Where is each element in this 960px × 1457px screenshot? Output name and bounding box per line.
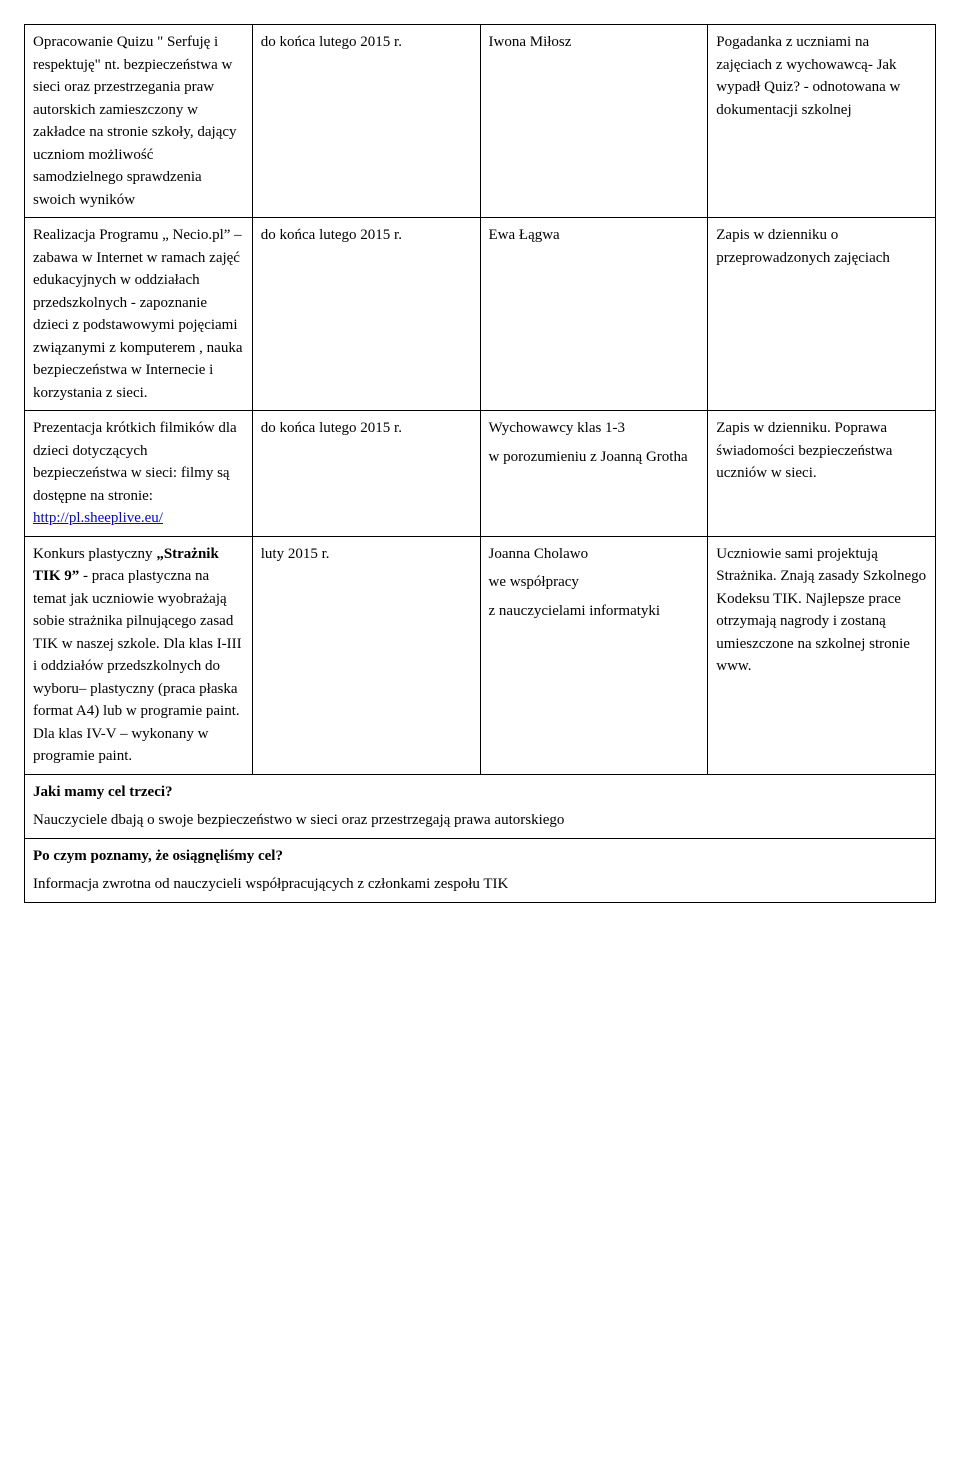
cell-outcome: Pogadanka z uczniami na zajęciach z wych… (708, 25, 936, 218)
cell-outcome: Uczniowie sami projektują Strażnika. Zna… (708, 536, 936, 774)
cell-text: Wychowawcy klas 1-3 (489, 417, 700, 440)
section-row: Jaki mamy cel trzeci? Nauczyciele dbają … (25, 774, 936, 838)
cell-text: z nauczycielami informatyki (489, 600, 700, 623)
table-row: Opracowanie Quizu " Serfuję i respektuję… (25, 25, 936, 218)
cell-outcome: Zapis w dzienniku. Poprawa świadomości b… (708, 411, 936, 537)
sheeplive-link[interactable]: http://pl.sheeplive.eu/ (33, 510, 163, 526)
table-row: Prezentacja krótkich filmików dla dzieci… (25, 411, 936, 537)
cell-activity: Prezentacja krótkich filmików dla dzieci… (25, 411, 253, 537)
cell-activity: Realizacja Programu „ Necio.pl” – zabawa… (25, 218, 253, 411)
section-cell: Jaki mamy cel trzeci? Nauczyciele dbają … (25, 774, 936, 838)
section-heading: Jaki mamy cel trzeci? (33, 781, 927, 804)
cell-activity: Konkurs plastyczny „Strażnik TIK 9” - pr… (25, 536, 253, 774)
cell-outcome: Zapis w dzienniku o przeprowadzonych zaj… (708, 218, 936, 411)
section-text: Informacja zwrotna od nauczycieli współp… (33, 873, 927, 896)
plan-table: Opracowanie Quizu " Serfuję i respektuję… (24, 24, 936, 903)
cell-deadline: do końca lutego 2015 r. (252, 411, 480, 537)
cell-text: Prezentacja krótkich filmików dla dzieci… (33, 420, 237, 504)
section-cell: Po czym poznamy, że osiągnęliśmy cel? In… (25, 838, 936, 902)
cell-text: w porozumieniu z Joanną Grotha (489, 446, 700, 469)
cell-deadline: luty 2015 r. (252, 536, 480, 774)
cell-deadline: do końca lutego 2015 r. (252, 25, 480, 218)
cell-responsible: Wychowawcy klas 1-3 w porozumieniu z Joa… (480, 411, 708, 537)
section-heading: Po czym poznamy, że osiągnęliśmy cel? (33, 845, 927, 868)
cell-responsible: Iwona Miłosz (480, 25, 708, 218)
cell-responsible: Ewa Łągwa (480, 218, 708, 411)
cell-activity: Opracowanie Quizu " Serfuję i respektuję… (25, 25, 253, 218)
table-row: Realizacja Programu „ Necio.pl” – zabawa… (25, 218, 936, 411)
cell-text: Konkurs plastyczny (33, 546, 156, 562)
section-text: Nauczyciele dbają o swoje bezpieczeństwo… (33, 809, 927, 832)
cell-text: Joanna Cholawo (489, 543, 700, 566)
cell-responsible: Joanna Cholawo we współpracy z nauczycie… (480, 536, 708, 774)
cell-text: we współpracy (489, 571, 700, 594)
cell-text: - praca plastyczna na temat jak uczniowi… (33, 568, 242, 764)
section-row: Po czym poznamy, że osiągnęliśmy cel? In… (25, 838, 936, 902)
cell-deadline: do końca lutego 2015 r. (252, 218, 480, 411)
table-row: Konkurs plastyczny „Strażnik TIK 9” - pr… (25, 536, 936, 774)
